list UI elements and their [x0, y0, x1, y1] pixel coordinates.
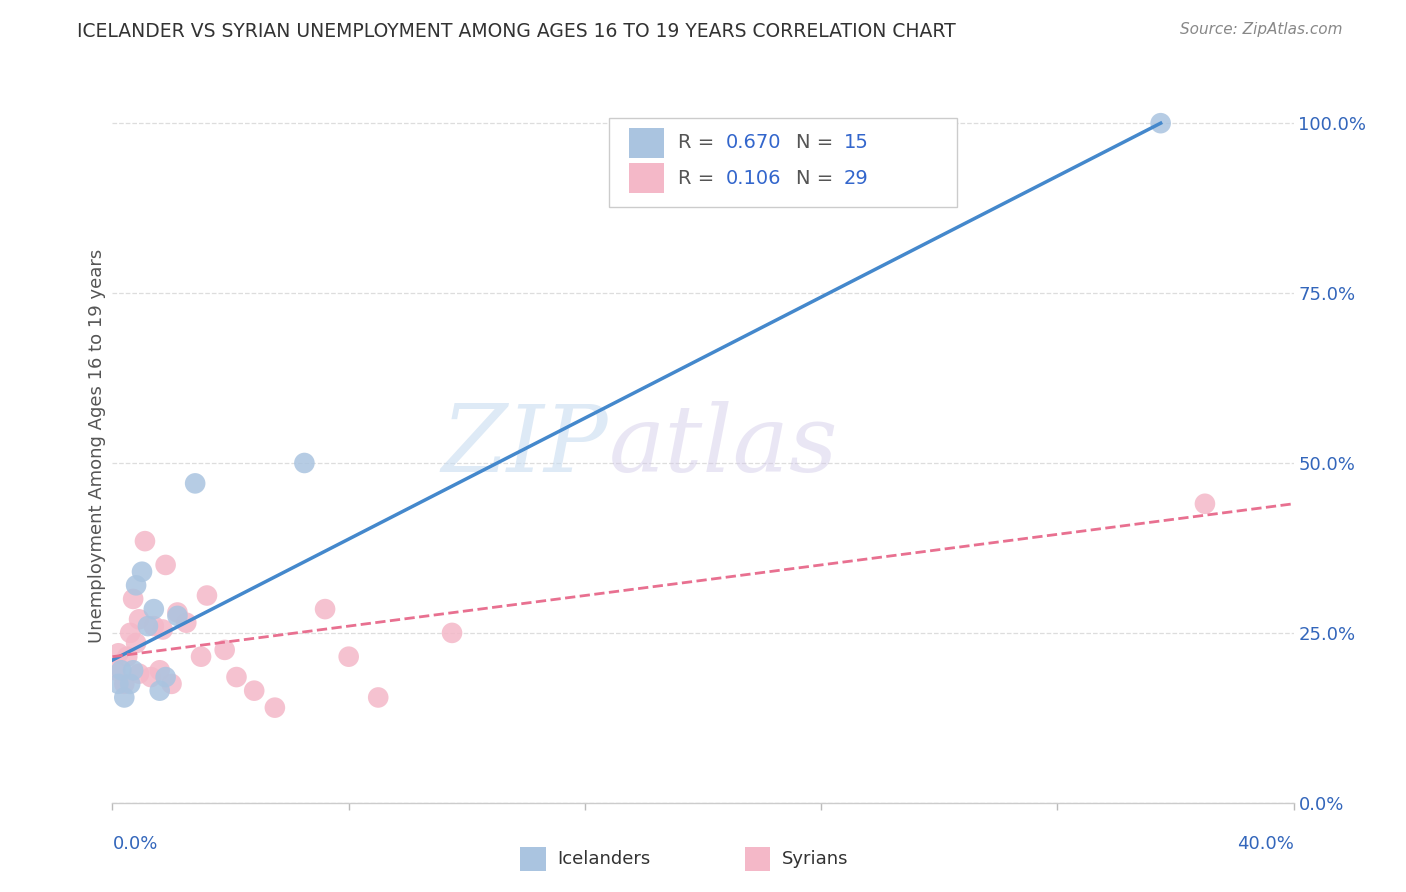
- Point: [128, 612, 150, 626]
- Point: [112, 690, 135, 705]
- Text: atlas: atlas: [609, 401, 838, 491]
- Point: [155, 558, 177, 572]
- Point: [337, 649, 360, 664]
- Point: [131, 565, 153, 579]
- Point: [1150, 116, 1173, 130]
- Text: R =: R =: [678, 133, 721, 153]
- FancyBboxPatch shape: [628, 128, 664, 158]
- Point: [120, 677, 142, 691]
- Point: [134, 534, 156, 549]
- Point: [243, 683, 266, 698]
- Point: [139, 670, 162, 684]
- Text: Syrians: Syrians: [782, 850, 848, 868]
- Point: [160, 677, 183, 691]
- Point: [174, 615, 197, 630]
- Point: [367, 690, 389, 705]
- Text: ICELANDER VS SYRIAN UNEMPLOYMENT AMONG AGES 16 TO 19 YEARS CORRELATION CHART: ICELANDER VS SYRIAN UNEMPLOYMENT AMONG A…: [77, 22, 956, 41]
- FancyBboxPatch shape: [628, 163, 664, 194]
- Point: [1194, 497, 1216, 511]
- Text: 0.0%: 0.0%: [112, 835, 157, 853]
- Point: [107, 646, 129, 660]
- Text: 40.0%: 40.0%: [1237, 835, 1294, 853]
- Point: [264, 700, 287, 714]
- Text: Icelanders: Icelanders: [557, 850, 650, 868]
- Point: [112, 677, 135, 691]
- Point: [120, 626, 142, 640]
- Point: [214, 643, 236, 657]
- Point: [166, 606, 188, 620]
- Point: [125, 636, 148, 650]
- Point: [292, 456, 315, 470]
- Text: 0.106: 0.106: [725, 169, 780, 188]
- Text: R =: R =: [678, 169, 721, 188]
- Point: [441, 626, 464, 640]
- Point: [110, 663, 132, 677]
- Text: 0.670: 0.670: [725, 133, 780, 153]
- Point: [149, 683, 172, 698]
- Point: [107, 677, 129, 691]
- Point: [166, 608, 188, 623]
- Y-axis label: Unemployment Among Ages 16 to 19 years: Unemployment Among Ages 16 to 19 years: [87, 249, 105, 643]
- Text: Source: ZipAtlas.com: Source: ZipAtlas.com: [1180, 22, 1343, 37]
- Point: [142, 602, 165, 616]
- Point: [104, 663, 127, 677]
- Point: [122, 591, 145, 606]
- Text: 15: 15: [844, 133, 869, 153]
- Point: [117, 649, 138, 664]
- Point: [195, 589, 218, 603]
- Point: [152, 623, 174, 637]
- FancyBboxPatch shape: [609, 118, 957, 207]
- Text: N =: N =: [796, 133, 839, 153]
- Point: [190, 649, 212, 664]
- Point: [128, 666, 150, 681]
- Point: [314, 602, 336, 616]
- Point: [142, 619, 165, 633]
- Point: [149, 663, 172, 677]
- Point: [155, 670, 177, 684]
- Point: [225, 670, 247, 684]
- Text: N =: N =: [796, 169, 839, 188]
- Point: [184, 476, 207, 491]
- Text: ZIP: ZIP: [441, 401, 609, 491]
- Point: [122, 663, 145, 677]
- Point: [125, 578, 148, 592]
- Text: 29: 29: [844, 169, 869, 188]
- Point: [136, 619, 159, 633]
